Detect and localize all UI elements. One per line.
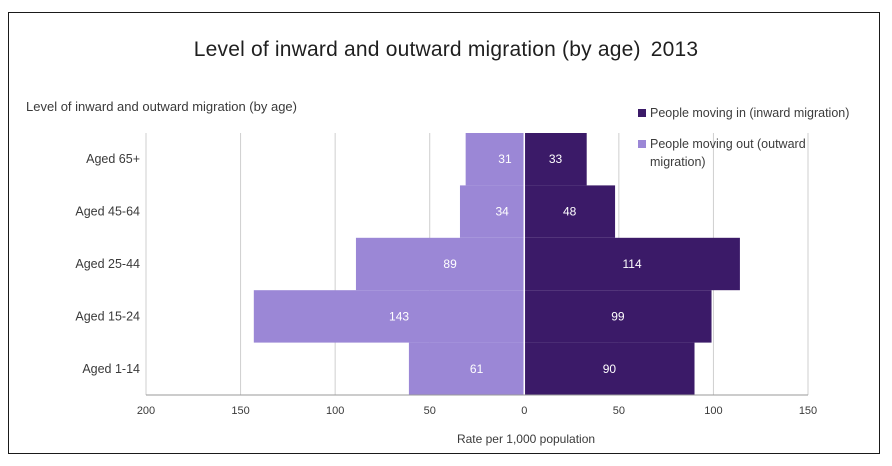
category-label-0: Aged 65+ (86, 152, 140, 166)
bar-outward-0 (465, 133, 525, 186)
x-tick-label-3: 50 (424, 405, 436, 417)
chart-title-text: Level of inward and outward migration (b… (193, 38, 641, 61)
data-label-inward-3: 99 (611, 309, 625, 323)
data-label-outward-3: 143 (389, 309, 409, 323)
bar-inward-4 (524, 342, 695, 395)
chart-title-year: 2013 (650, 38, 699, 61)
legend-label-inward: People moving in (inward migration) (650, 106, 850, 120)
bar-inward-0 (524, 133, 587, 186)
bar-outward-1 (459, 185, 525, 238)
legend-label-outward: People moving out (outward migration) (650, 137, 806, 169)
category-label-4: Aged 1-14 (82, 362, 140, 376)
x-tick-label-7: 150 (799, 405, 817, 417)
data-label-inward-0: 33 (549, 152, 563, 166)
data-label-outward-2: 89 (443, 257, 457, 271)
x-tick-label-5: 50 (613, 405, 625, 417)
x-tick-label-4: 0 (521, 405, 527, 417)
data-label-inward-2: 114 (623, 257, 642, 271)
legend-item-inward: People moving in (inward migration) (638, 104, 858, 122)
x-tick-label-1: 150 (231, 405, 249, 417)
bar-inward-3 (524, 290, 712, 343)
chart-legend: People moving in (inward migration) Peop… (638, 104, 858, 184)
bar-outward-2 (355, 237, 525, 291)
data-label-inward-1: 48 (563, 205, 577, 219)
legend-swatch-outward (638, 140, 646, 148)
chart-title: Level of inward and outward migration (b… (0, 38, 892, 62)
category-label-3: Aged 15-24 (75, 309, 140, 323)
bar-outward-4 (408, 342, 525, 395)
data-label-outward-0: 31 (498, 152, 512, 166)
data-label-outward-1: 34 (495, 205, 509, 219)
bar-outward-3 (253, 290, 525, 343)
chart-subtitle: Level of inward and outward migration (b… (26, 99, 297, 114)
category-label-2: Aged 25-44 (75, 257, 140, 271)
x-tick-label-2: 100 (326, 405, 344, 417)
x-tick-label-6: 100 (704, 405, 722, 417)
data-label-outward-4: 61 (470, 362, 484, 376)
x-axis-label: Rate per 1,000 population (456, 432, 596, 446)
data-label-inward-4: 90 (603, 362, 617, 376)
legend-item-outward: People moving out (outward migration) (638, 135, 858, 171)
category-label-1: Aged 45-64 (75, 205, 140, 219)
legend-swatch-inward (638, 109, 646, 117)
x-tick-label-0: 200 (137, 405, 155, 417)
bar-inward-1 (524, 185, 616, 238)
bar-inward-2 (524, 237, 740, 291)
